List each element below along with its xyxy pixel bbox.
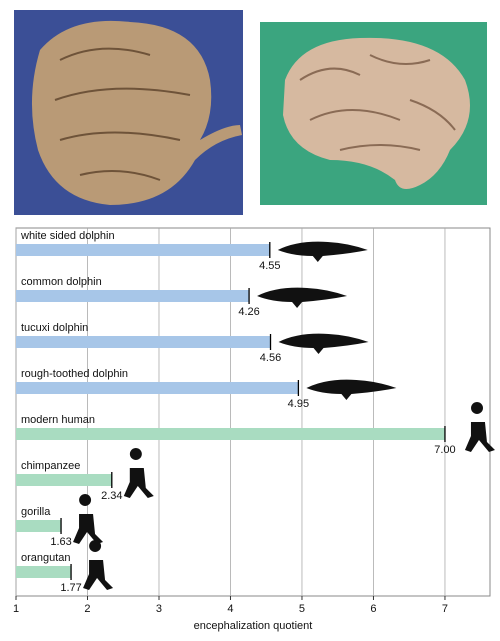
value-label: 4.56 (260, 352, 281, 364)
category-label: orangutan (21, 552, 71, 564)
animal-silhouette (123, 448, 154, 498)
value-label: 4.55 (259, 260, 280, 272)
x-tick-label: 2 (84, 603, 90, 615)
x-axis-label: encephalization quotient (194, 620, 313, 632)
bar (16, 474, 112, 486)
dolphin-icon (277, 241, 368, 262)
primate-icon (73, 494, 104, 544)
value-label: 4.95 (288, 398, 309, 410)
animal-silhouette (277, 241, 368, 262)
bar (16, 336, 271, 348)
category-label: rough-toothed dolphin (21, 368, 128, 380)
bar (16, 566, 72, 578)
x-tick-label: 1 (13, 603, 19, 615)
dolphin-brain-photo (14, 10, 243, 215)
dolphin-icon (278, 333, 369, 354)
x-tick-label: 3 (156, 603, 162, 615)
category-label: gorilla (21, 506, 51, 518)
bar (16, 382, 299, 394)
bar (16, 428, 445, 440)
dolphin-icon (306, 379, 397, 400)
bar (16, 290, 250, 302)
value-label: 1.63 (50, 536, 71, 548)
x-tick-label: 7 (442, 603, 448, 615)
bar (16, 244, 270, 256)
x-tick-label: 6 (370, 603, 376, 615)
value-label: 2.34 (101, 490, 122, 502)
human-brain-photo (260, 22, 487, 205)
bar (16, 520, 62, 532)
category-label: white sided dolphin (20, 230, 115, 242)
value-label: 1.77 (60, 582, 81, 594)
category-label: modern human (21, 414, 95, 426)
dolphin-icon (257, 287, 348, 308)
value-label: 7.00 (434, 444, 455, 456)
x-tick-label: 5 (299, 603, 305, 615)
category-label: chimpanzee (21, 460, 80, 472)
x-tick-label: 4 (227, 603, 233, 615)
primate-icon (83, 540, 114, 590)
animal-silhouette (464, 402, 495, 452)
animal-silhouette (306, 379, 397, 400)
animal-silhouette (257, 287, 348, 308)
value-label: 4.26 (238, 306, 259, 318)
primate-icon (123, 448, 154, 498)
category-label: common dolphin (21, 276, 102, 288)
animal-silhouette (73, 494, 104, 544)
animal-silhouette (278, 333, 369, 354)
animal-silhouette (83, 540, 114, 590)
category-label: tucuxi dolphin (21, 322, 88, 334)
primate-icon (464, 402, 495, 452)
